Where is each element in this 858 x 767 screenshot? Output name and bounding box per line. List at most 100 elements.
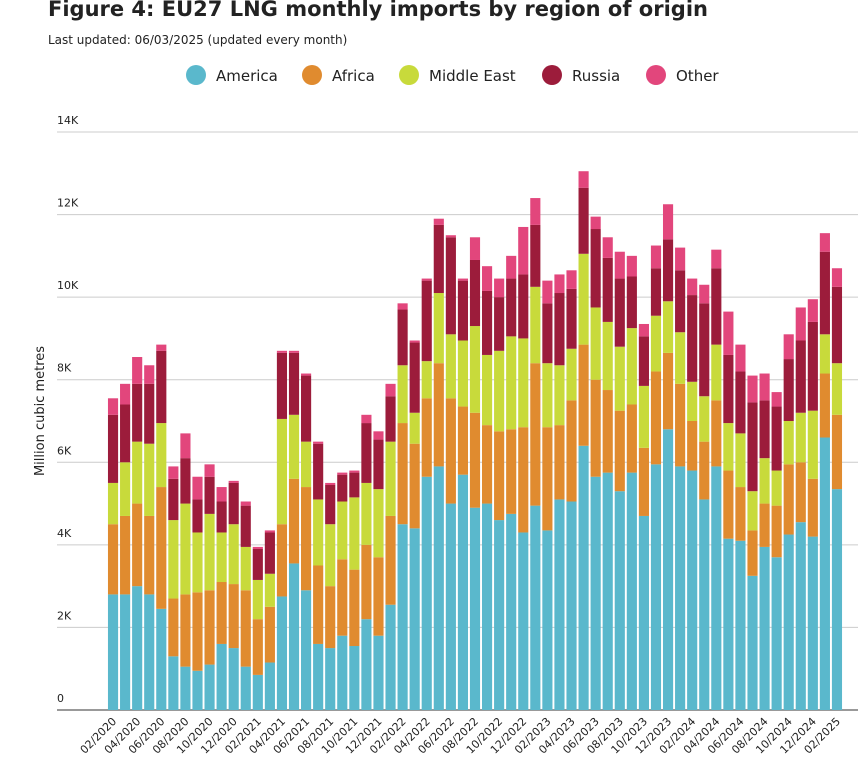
legend-label: Russia <box>572 67 620 85</box>
bar-segment <box>699 441 710 500</box>
bar-segment <box>228 584 239 649</box>
bar-segment <box>301 373 312 376</box>
bar-segment <box>252 579 263 620</box>
bar-segment <box>325 482 336 485</box>
bar-segment <box>554 293 565 366</box>
bar-segment <box>819 373 830 438</box>
bar-segment <box>554 499 565 710</box>
legend-label: Middle East <box>429 67 516 85</box>
bar-segment <box>675 383 686 467</box>
bar-segment <box>747 375 758 403</box>
bar-segment <box>228 482 239 525</box>
bar-segment <box>650 268 662 316</box>
bar-segment <box>301 375 312 442</box>
bar-segment <box>650 245 662 269</box>
bar-segment <box>578 187 589 254</box>
bar-segment <box>687 421 698 471</box>
bar-segment <box>662 301 674 353</box>
bar-segment <box>819 251 830 335</box>
bar-segment <box>469 259 481 327</box>
chart-title: Figure 4: EU27 LNG monthly imports by re… <box>48 0 708 21</box>
bar-segment <box>506 255 517 279</box>
bar-segment <box>819 334 830 374</box>
legend-swatch <box>399 65 419 85</box>
bar-segment <box>831 363 843 415</box>
bar-segment <box>288 350 300 353</box>
bar-segment <box>445 235 456 238</box>
bar-segment <box>795 462 806 523</box>
bar-segment <box>361 544 372 620</box>
bar-segment <box>264 532 275 574</box>
bar-segment <box>397 365 408 424</box>
bar-segment <box>337 559 348 636</box>
y-tick-label: 0 <box>57 692 64 705</box>
bar-segment <box>144 443 155 516</box>
bar-segment <box>590 476 601 710</box>
bar-segment <box>650 315 662 372</box>
bar-segment <box>433 363 444 467</box>
bar-segment <box>349 472 360 498</box>
y-tick-label: 6K <box>57 444 72 457</box>
bar-segment <box>313 643 324 710</box>
bar-segment <box>301 487 312 591</box>
bar-segment <box>735 487 746 541</box>
bar-segment <box>542 530 553 710</box>
bar-segment <box>264 662 275 710</box>
bar-segment <box>699 303 710 397</box>
bar-segment <box>723 423 734 471</box>
bar-segment <box>180 458 191 504</box>
bar-segment <box>494 278 505 298</box>
bar-segment <box>409 342 420 413</box>
bar-segment <box>228 524 239 585</box>
bar-segment <box>457 340 469 407</box>
bar-segment <box>337 501 348 560</box>
bar-segment <box>204 590 215 665</box>
bar-segment <box>433 218 444 225</box>
bar-segment <box>385 515 396 605</box>
bar-segment <box>276 524 288 597</box>
bar-segment <box>252 674 263 710</box>
bar-segment <box>192 476 203 500</box>
bar-segment <box>240 505 251 547</box>
bar-segment <box>687 295 698 382</box>
bar-segment <box>337 474 348 502</box>
bar-segment <box>554 274 565 294</box>
bar-segment <box>120 462 131 516</box>
bar-segment <box>397 303 408 310</box>
bar-segment <box>687 278 698 296</box>
bar-segment <box>397 309 408 366</box>
bar-segment <box>252 619 263 675</box>
bar-segment <box>638 447 649 516</box>
bar-segment <box>759 503 770 547</box>
bar-segment <box>795 307 806 341</box>
bar-segment <box>711 344 722 401</box>
bar-segment <box>650 371 662 465</box>
legend-swatch <box>646 65 666 85</box>
bar-segment <box>614 410 625 492</box>
bar-segment <box>168 598 179 657</box>
bar-segment <box>192 532 203 593</box>
bar-segment <box>288 563 300 710</box>
bar-segment <box>723 470 734 539</box>
bar-segment <box>602 472 613 710</box>
bar-segment <box>421 361 432 399</box>
bar-segment <box>204 476 215 514</box>
bar-segment <box>120 383 131 405</box>
bar-segment <box>614 278 625 347</box>
bar-segment <box>107 398 119 415</box>
bar-segment <box>313 499 324 566</box>
bar-segment <box>723 538 734 710</box>
bar-segment <box>156 487 167 609</box>
bar-segment <box>530 505 541 710</box>
bar-segment <box>433 466 444 710</box>
bar-segment <box>831 268 843 287</box>
bar-segment <box>638 385 649 448</box>
bar-segment <box>204 464 215 477</box>
bar-segment <box>542 363 553 428</box>
bar-segment <box>699 396 710 442</box>
bar-segment <box>566 270 577 289</box>
bar-segment <box>795 412 806 463</box>
bar-segment <box>276 418 288 525</box>
bar-segment <box>325 524 336 587</box>
